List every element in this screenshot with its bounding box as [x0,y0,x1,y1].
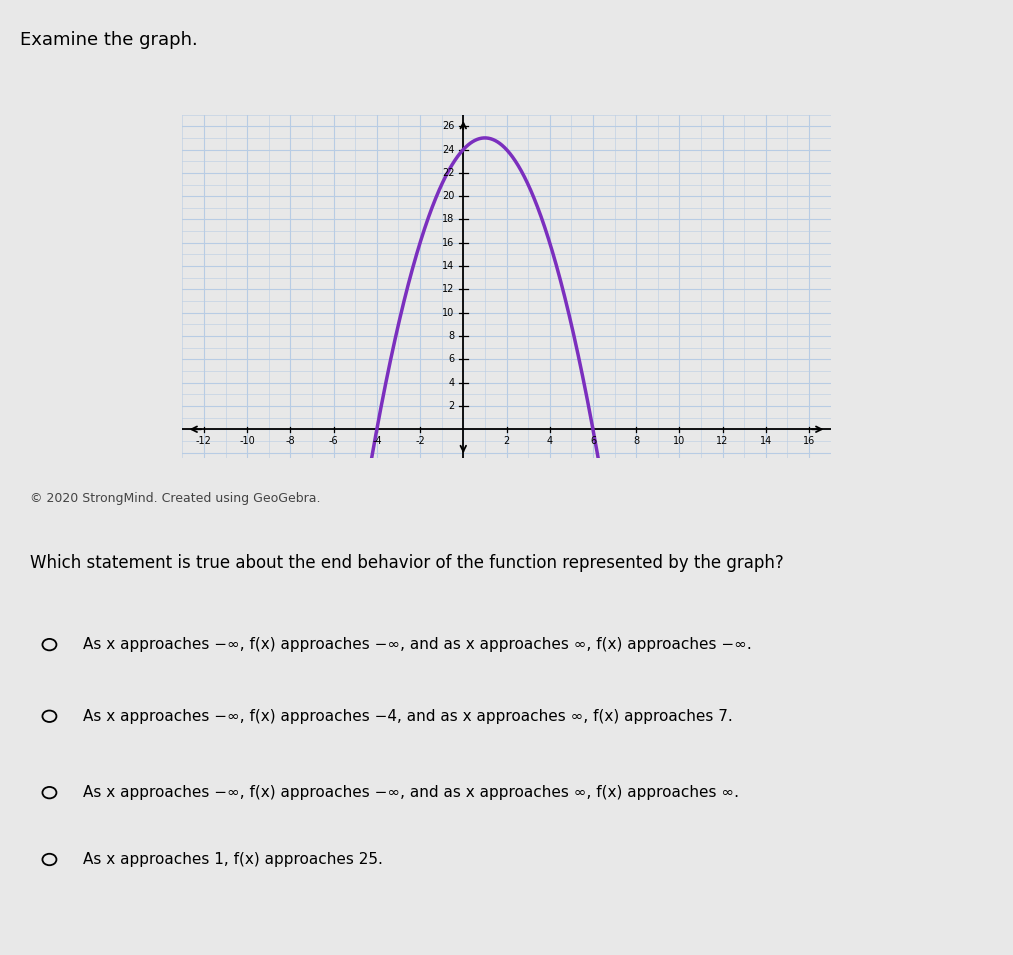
Text: -2: -2 [415,436,424,446]
Text: 14: 14 [760,436,772,446]
Text: -4: -4 [372,436,382,446]
Text: 18: 18 [443,215,455,224]
Text: 10: 10 [443,308,455,318]
Text: -6: -6 [329,436,338,446]
Text: -8: -8 [286,436,295,446]
Text: 4: 4 [547,436,553,446]
Text: 14: 14 [443,261,455,271]
Text: 12: 12 [443,285,455,294]
Text: Which statement is true about the end behavior of the function represented by th: Which statement is true about the end be… [30,554,784,572]
Text: As x approaches −∞, f(x) approaches −4, and as x approaches ∞, f(x) approaches 7: As x approaches −∞, f(x) approaches −4, … [83,709,733,724]
Text: 22: 22 [442,168,455,178]
Text: 24: 24 [443,144,455,155]
Text: 6: 6 [590,436,596,446]
Text: © 2020 StrongMind. Created using GeoGebra.: © 2020 StrongMind. Created using GeoGebr… [30,492,320,505]
Text: 4: 4 [449,377,455,388]
Text: As x approaches −∞, f(x) approaches −∞, and as x approaches ∞, f(x) approaches ∞: As x approaches −∞, f(x) approaches −∞, … [83,785,739,800]
Text: 10: 10 [674,436,686,446]
Text: 20: 20 [443,191,455,202]
Text: 16: 16 [803,436,815,446]
Text: 8: 8 [633,436,639,446]
Text: 16: 16 [443,238,455,247]
Text: 6: 6 [449,354,455,365]
Text: -10: -10 [239,436,255,446]
Text: As x approaches −∞, f(x) approaches −∞, and as x approaches ∞, f(x) approaches −: As x approaches −∞, f(x) approaches −∞, … [83,637,753,652]
Text: As x approaches 1, f(x) approaches 25.: As x approaches 1, f(x) approaches 25. [83,852,383,867]
Text: 12: 12 [716,436,728,446]
Text: -12: -12 [196,436,212,446]
Text: 26: 26 [443,121,455,131]
Text: 2: 2 [503,436,510,446]
Text: 8: 8 [449,331,455,341]
Text: Examine the graph.: Examine the graph. [20,32,198,49]
Text: 2: 2 [449,401,455,411]
